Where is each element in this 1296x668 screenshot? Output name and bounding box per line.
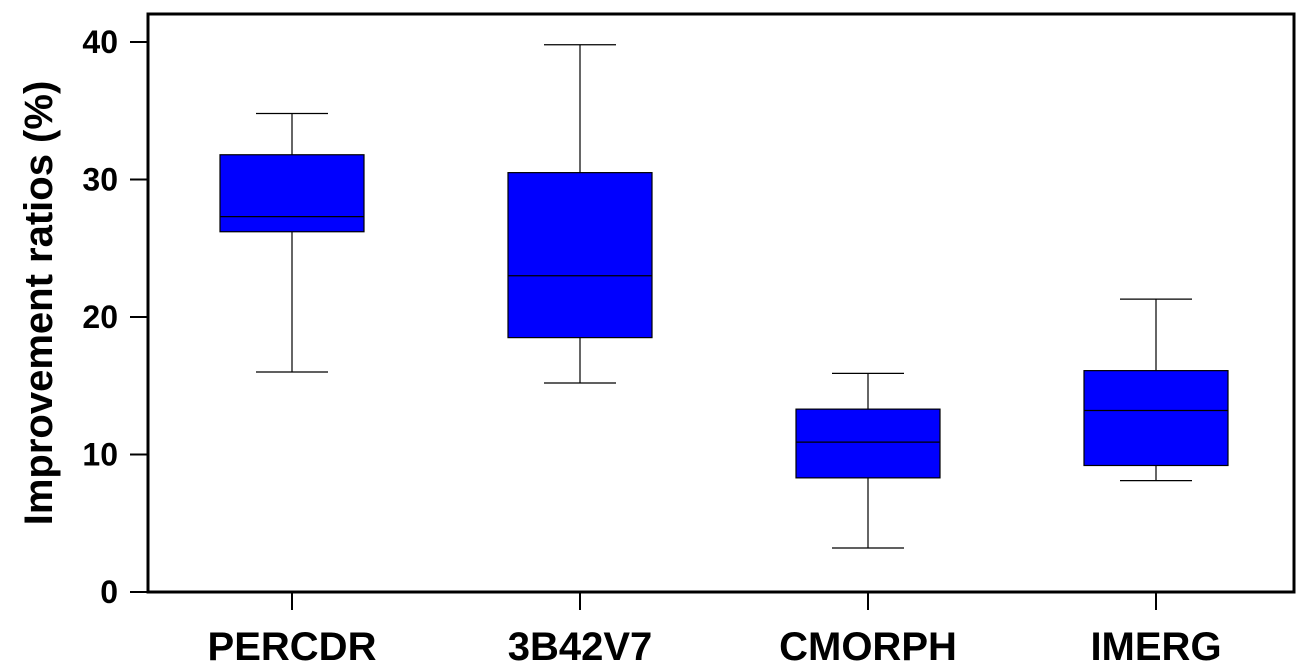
iqr-box — [507, 172, 653, 339]
x-category-label: CMORPH — [779, 625, 957, 668]
x-category-label: IMERG — [1090, 625, 1221, 668]
y-tick-label: 20 — [82, 299, 118, 335]
iqr-box — [1083, 370, 1229, 467]
y-tick-label: 0 — [100, 574, 118, 610]
y-tick-label: 40 — [82, 24, 118, 60]
box-percdr — [219, 112, 365, 373]
y-tick-label: 30 — [82, 162, 118, 198]
x-category-label: PERCDR — [208, 625, 377, 668]
iqr-box — [219, 154, 365, 233]
box-cmorph — [795, 372, 941, 549]
plot-frame — [146, 12, 1296, 594]
box-3b42v7 — [507, 44, 653, 384]
box-imerg — [1083, 298, 1229, 482]
y-tick-label: 10 — [82, 437, 118, 473]
iqr-box — [795, 408, 941, 479]
y-axis-title: Improvement ratios (%) — [17, 81, 61, 526]
x-category-label: 3B42V7 — [508, 625, 653, 668]
